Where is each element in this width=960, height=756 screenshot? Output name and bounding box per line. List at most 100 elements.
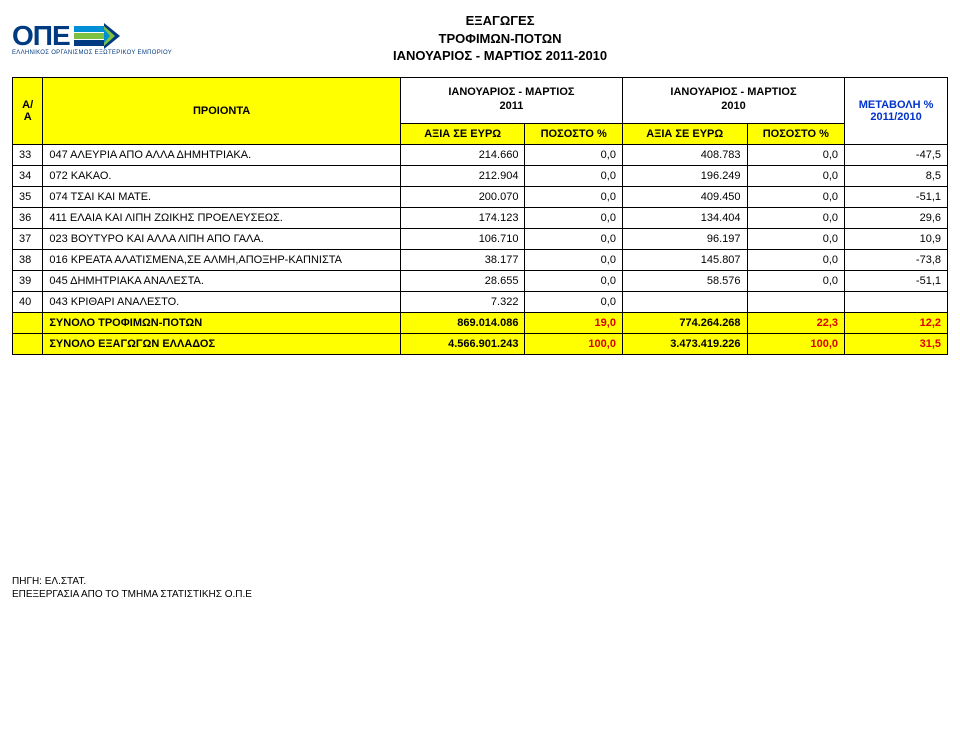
cell: 411 ΕΛΑΙΑ ΚΑΙ ΛΙΠΗ ΖΩΙΚΗΣ ΠΡΟΕΛΕΥΣΕΩΣ. [43,207,401,228]
cell: 29,6 [845,207,948,228]
footer-processing: ΕΠΕΞΕΡΓΑΣΙΑ ΑΠΟ ΤΟ ΤΜΗΜΑ ΣΤΑΤΙΣΤΙΚΗΣ Ο.Π… [12,588,948,601]
cell: 37 [13,228,43,249]
period-header-row: Α/Α ΠΡΟΙΟΝΤΑ ΙΑΝΟΥΑΡΙΟΣ - ΜΑΡΤΙΟΣ 2011 Ι… [13,77,948,123]
title-line-3: ΙΑΝΟΥΑΡΙΟΣ - ΜΑΡΤΙΟΣ 2011-2010 [192,47,808,65]
cell: 774.264.268 [622,312,747,333]
logo-subtitle: ΕΛΛΗΝΙΚΟΣ ΟΡΓΑΝΙΣΜΟΣ ΕΞΩΤΕΡΙΚΟΥ ΕΜΠΟΡΙΟΥ [12,50,172,56]
header-product: ΠΡΟΙΟΝΤΑ [43,77,401,144]
cell: 35 [13,186,43,207]
cell: 0,0 [747,165,845,186]
total-food-row: ΣΥΝΟΛΟ ΤΡΟΦΙΜΩΝ-ΠΟΤΩΝ869.014.08619,0774.… [13,312,948,333]
cell: 408.783 [622,144,747,165]
cell: 0,0 [747,249,845,270]
title-line-2: ΤΡΟΦΙΜΩΝ-ΠΟΤΩΝ [192,30,808,48]
cell: 072 ΚΑΚΑΟ. [43,165,401,186]
cell: 10,9 [845,228,948,249]
header-change-l2: 2011/2010 [851,111,941,123]
cell: 36 [13,207,43,228]
cell: 023 ΒΟΥΤΥΡΟ ΚΑΙ ΑΛΛΑ ΛΙΠΗ ΑΠΟ ΓΑΛΑ. [43,228,401,249]
cell: 045 ΔΗΜΗΤΡΙΑΚΑ ΑΝΑΛΕΣΤΑ. [43,270,401,291]
cell [13,333,43,354]
table-row: 39045 ΔΗΜΗΤΡΙΑΚΑ ΑΝΑΛΕΣΤΑ.28.6550,058.57… [13,270,948,291]
cell: 33 [13,144,43,165]
cell [747,291,845,312]
cell: 96.197 [622,228,747,249]
report-header: ΟΠΕ ΕΛΛΗΝΙΚΟΣ ΟΡΓΑΝΙΣΜΟΣ ΕΞΩΤΕΡΙΚΟΥ ΕΜΠΟ… [12,12,948,65]
cell: 869.014.086 [400,312,525,333]
cell: 134.404 [622,207,747,228]
cell: -47,5 [845,144,948,165]
cell: 409.450 [622,186,747,207]
table-row: 33047 ΑΛΕΥΡΙΑ ΑΠΟ ΑΛΛΑ ΔΗΜΗΤΡΙΑΚΑ.214.66… [13,144,948,165]
cell: 0,0 [525,270,623,291]
cell: 043 ΚΡΙΘΑΡΙ ΑΝΑΛΕΣΤΟ. [43,291,401,312]
logo-main: ΟΠΕ [12,20,120,52]
title-line-1: ΕΞΑΓΩΓΕΣ [192,12,808,30]
period-2011-l2: 2011 [405,100,618,114]
cell: -51,1 [845,186,948,207]
cell [845,291,948,312]
cell: 200.070 [400,186,525,207]
logo: ΟΠΕ ΕΛΛΗΝΙΚΟΣ ΟΡΓΑΝΙΣΜΟΣ ΕΞΩΤΕΡΙΚΟΥ ΕΜΠΟ… [12,20,172,56]
cell: 28.655 [400,270,525,291]
table-row: 35074 ΤΣΑΙ ΚΑΙ ΜΑΤΕ.200.0700,0409.4500,0… [13,186,948,207]
header-pct-2011: ΠΟΣΟΣΤΟ % [525,123,623,144]
cell: 0,0 [747,270,845,291]
cell: 38 [13,249,43,270]
table-row: 34072 ΚΑΚΑΟ.212.9040,0196.2490,08,5 [13,165,948,186]
table-row: 37023 ΒΟΥΤΥΡΟ ΚΑΙ ΑΛΛΑ ΛΙΠΗ ΑΠΟ ΓΑΛΑ.106… [13,228,948,249]
cell: 074 ΤΣΑΙ ΚΑΙ ΜΑΤΕ. [43,186,401,207]
cell: 7.322 [400,291,525,312]
table-row: 36411 ΕΛΑΙΑ ΚΑΙ ΛΙΠΗ ΖΩΙΚΗΣ ΠΡΟΕΛΕΥΣΕΩΣ.… [13,207,948,228]
header-aa: Α/Α [13,77,43,144]
table-body: 33047 ΑΛΕΥΡΙΑ ΑΠΟ ΑΛΛΑ ΔΗΜΗΤΡΙΑΚΑ.214.66… [13,144,948,354]
cell: 100,0 [747,333,845,354]
cell: 22,3 [747,312,845,333]
cell: -51,1 [845,270,948,291]
cell: 4.566.901.243 [400,333,525,354]
header-value-2011: ΑΞΙΑ ΣΕ ΕΥΡΩ [400,123,525,144]
period-2011-l1: ΙΑΝΟΥΑΡΙΟΣ - ΜΑΡΤΙΟΣ [405,86,618,100]
cell: 0,0 [747,186,845,207]
cell: 196.249 [622,165,747,186]
cell: 31,5 [845,333,948,354]
header-pct-2010: ΠΟΣΟΣΤΟ % [747,123,845,144]
cell: 0,0 [525,165,623,186]
cell: 0,0 [747,144,845,165]
cell: 214.660 [400,144,525,165]
total-greece-row: ΣΥΝΟΛΟ ΕΞΑΓΩΓΩΝ ΕΛΛΑΔΟΣ4.566.901.243100,… [13,333,948,354]
cell: 0,0 [525,291,623,312]
cell: 34 [13,165,43,186]
cell: 106.710 [400,228,525,249]
cell: 0,0 [525,207,623,228]
cell: 0,0 [525,186,623,207]
data-table: Α/Α ΠΡΟΙΟΝΤΑ ΙΑΝΟΥΑΡΙΟΣ - ΜΑΡΤΙΟΣ 2011 Ι… [12,77,948,355]
cell: 0,0 [747,207,845,228]
cell: 58.576 [622,270,747,291]
cell: 12,2 [845,312,948,333]
table-row: 40043 ΚΡΙΘΑΡΙ ΑΝΑΛΕΣΤΟ.7.3220,0 [13,291,948,312]
period-2010-l2: 2010 [627,100,840,114]
header-period-2011: ΙΑΝΟΥΑΡΙΟΣ - ΜΑΡΤΙΟΣ 2011 [400,77,622,123]
cell: 0,0 [525,144,623,165]
footer-source: ΠΗΓΗ: ΕΛ.ΣΤΑΤ. [12,575,948,588]
cell: 047 ΑΛΕΥΡΙΑ ΑΠΟ ΑΛΛΑ ΔΗΜΗΤΡΙΑΚΑ. [43,144,401,165]
total-greece-label: ΣΥΝΟΛΟ ΕΞΑΓΩΓΩΝ ΕΛΛΑΔΟΣ [43,333,401,354]
header-period-2010: ΙΑΝΟΥΑΡΙΟΣ - ΜΑΡΤΙΟΣ 2010 [622,77,844,123]
cell: 3.473.419.226 [622,333,747,354]
cell: 212.904 [400,165,525,186]
cell: 8,5 [845,165,948,186]
report-title: ΕΞΑΓΩΓΕΣ ΤΡΟΦΙΜΩΝ-ΠΟΤΩΝ ΙΑΝΟΥΑΡΙΟΣ - ΜΑΡ… [192,12,808,65]
footer: ΠΗΓΗ: ΕΛ.ΣΤΑΤ. ΕΠΕΞΕΡΓΑΣΙΑ ΑΠΟ ΤΟ ΤΜΗΜΑ … [12,575,948,601]
table-head: Α/Α ΠΡΟΙΟΝΤΑ ΙΑΝΟΥΑΡΙΟΣ - ΜΑΡΤΙΟΣ 2011 Ι… [13,77,948,144]
total-food-label: ΣΥΝΟΛΟ ΤΡΟΦΙΜΩΝ-ΠΟΤΩΝ [43,312,401,333]
cell: 0,0 [747,228,845,249]
cell: 174.123 [400,207,525,228]
table-row: 38016 ΚΡΕΑΤΑ ΑΛΑΤΙΣΜΕΝΑ,ΣΕ ΑΛΜΗ,ΑΠΟΞΗΡ-Κ… [13,249,948,270]
cell: 016 ΚΡΕΑΤΑ ΑΛΑΤΙΣΜΕΝΑ,ΣΕ ΑΛΜΗ,ΑΠΟΞΗΡ-ΚΑΠ… [43,249,401,270]
cell: 100,0 [525,333,623,354]
cell: -73,8 [845,249,948,270]
logo-arrow-icon [74,23,120,49]
cell [13,312,43,333]
cell: 38.177 [400,249,525,270]
